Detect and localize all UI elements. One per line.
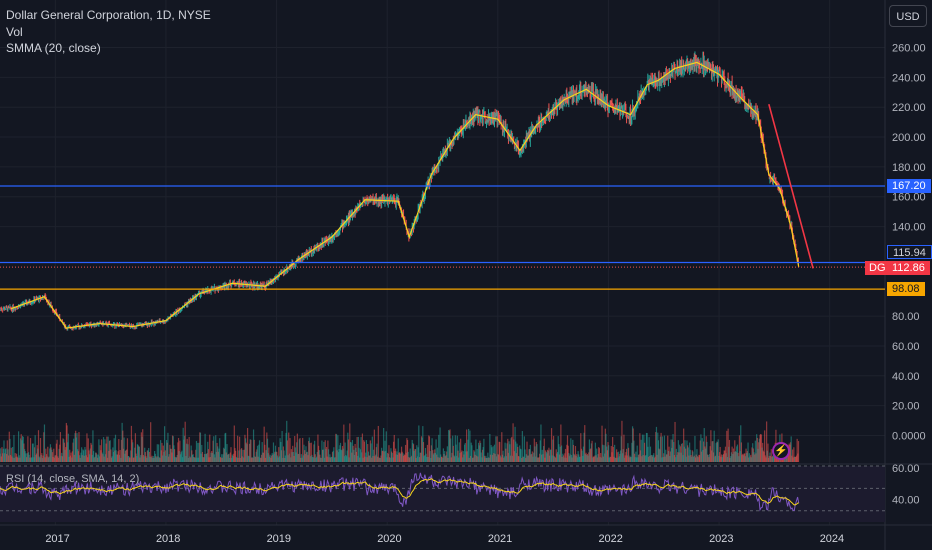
price-tick-label: 200.00 bbox=[892, 132, 926, 144]
smma-line bbox=[10, 61, 800, 329]
chart-title: Dollar General Corporation, 1D, NYSE bbox=[6, 8, 211, 22]
time-tick-label: 2017 bbox=[45, 533, 69, 545]
lightning-icon[interactable]: ⚡ bbox=[772, 442, 790, 460]
price-tick-label: 240.00 bbox=[892, 72, 926, 84]
symbol-badge: DG bbox=[865, 261, 890, 275]
hline-label-98: 98.08 bbox=[887, 282, 925, 296]
price-tick-label: 220.00 bbox=[892, 102, 926, 114]
vol-legend[interactable]: Vol bbox=[6, 25, 23, 39]
price-tick-label: 140.00 bbox=[892, 222, 926, 234]
price-tick-label: 80.00 bbox=[892, 311, 920, 323]
rsi-tick-label: 40.00 bbox=[892, 495, 920, 507]
rsi-line bbox=[0, 472, 800, 512]
rsi-ma-line bbox=[0, 478, 799, 506]
rsi-tick-label: 60.00 bbox=[892, 463, 920, 475]
price-tick-label: 180.00 bbox=[892, 162, 926, 174]
last-price-badge: 112.86 bbox=[887, 261, 930, 275]
time-tick-label: 2018 bbox=[156, 533, 180, 545]
volume-bars bbox=[0, 420, 800, 462]
price-tick-label: 60.00 bbox=[892, 341, 920, 353]
trendline bbox=[768, 103, 814, 269]
rsi-pane bbox=[0, 465, 885, 522]
horizontal-lines bbox=[0, 185, 885, 290]
time-tick-label: 2022 bbox=[598, 533, 622, 545]
time-tick-label: 2021 bbox=[488, 533, 512, 545]
rsi-background bbox=[0, 466, 885, 522]
time-axis: 2017 2018 2019 2020 2021 2022 2023 2024 bbox=[45, 533, 844, 545]
hline-label-167: 167.20 bbox=[887, 179, 931, 193]
time-tick-label: 2020 bbox=[377, 533, 401, 545]
time-tick-label: 2023 bbox=[709, 533, 733, 545]
trend-line bbox=[768, 103, 814, 269]
smma-legend[interactable]: SMMA (20, close) bbox=[6, 41, 101, 55]
currency-button[interactable]: USD bbox=[889, 5, 927, 27]
price-axis: 260.00 240.00 220.00 200.00 180.00 160.00 140.… bbox=[892, 43, 926, 507]
price-tick-label: 20.00 bbox=[892, 401, 920, 413]
price-tick-label: 40.00 bbox=[892, 371, 920, 383]
price-tick-label: 160.00 bbox=[892, 192, 926, 204]
hline-label-115: 115.94 bbox=[887, 245, 932, 259]
time-tick-label: 2024 bbox=[820, 533, 844, 545]
price-series bbox=[0, 51, 800, 331]
price-tick-label: 260.00 bbox=[892, 43, 926, 55]
time-tick-label: 2019 bbox=[267, 533, 291, 545]
price-tick-label: 0.0000 bbox=[892, 431, 926, 443]
rsi-legend[interactable]: RSI (14, close, SMA, 14, 2) bbox=[6, 473, 140, 485]
